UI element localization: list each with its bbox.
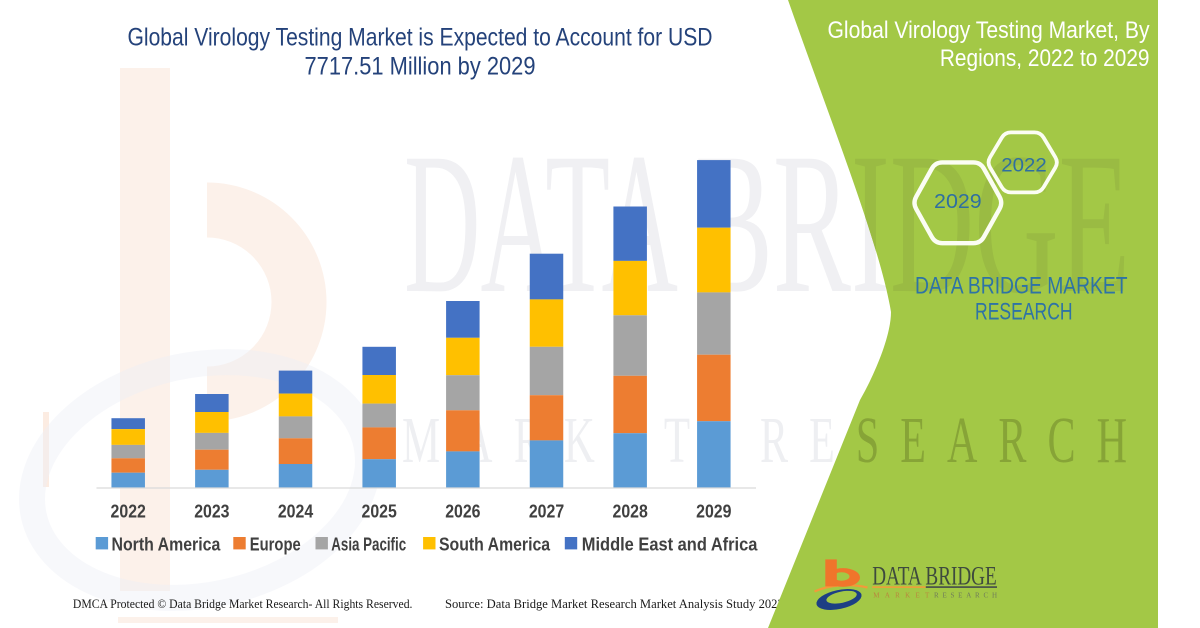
svg-text:DATA BRIDGE: DATA BRIDGE: [872, 561, 997, 591]
svg-text:Source: Data Bridge Market Res: Source: Data Bridge Market Research Mark…: [445, 597, 784, 611]
svg-text:2027: 2027: [529, 501, 564, 522]
svg-text:2022: 2022: [1001, 155, 1047, 176]
svg-text:7717.51 Million by 2029: 7717.51 Million by 2029: [305, 52, 536, 80]
svg-text:Asia Pacific: Asia Pacific: [331, 533, 406, 554]
svg-text:North America: North America: [112, 533, 221, 554]
svg-text:Global Virology Testing Market: Global Virology Testing Market, By: [828, 17, 1150, 44]
svg-text:DATA BRIDGE MARKET: DATA BRIDGE MARKET: [915, 273, 1128, 300]
svg-text:2024: 2024: [278, 501, 314, 522]
svg-text:2029: 2029: [934, 191, 982, 213]
svg-text:South America: South America: [439, 533, 551, 554]
svg-text:Global Virology Testing Market: Global Virology Testing Market is Expect…: [128, 23, 713, 51]
svg-text:2029: 2029: [696, 501, 731, 522]
svg-text:DMCA Protected © Data Bridge M: DMCA Protected © Data Bridge Market Rese…: [73, 597, 413, 611]
svg-text:2028: 2028: [613, 501, 648, 522]
svg-text:2023: 2023: [194, 501, 229, 522]
svg-text:Regions, 2022 to 2029: Regions, 2022 to 2029: [940, 45, 1150, 72]
svg-text:2022: 2022: [111, 501, 146, 522]
svg-text:Middle East and Africa: Middle East and Africa: [582, 533, 758, 554]
svg-text:Europe: Europe: [250, 533, 301, 554]
svg-text:2026: 2026: [445, 501, 480, 522]
svg-text:2025: 2025: [362, 501, 397, 522]
svg-text:RESEARCH: RESEARCH: [934, 591, 997, 599]
svg-text:RESEARCH: RESEARCH: [975, 299, 1073, 326]
